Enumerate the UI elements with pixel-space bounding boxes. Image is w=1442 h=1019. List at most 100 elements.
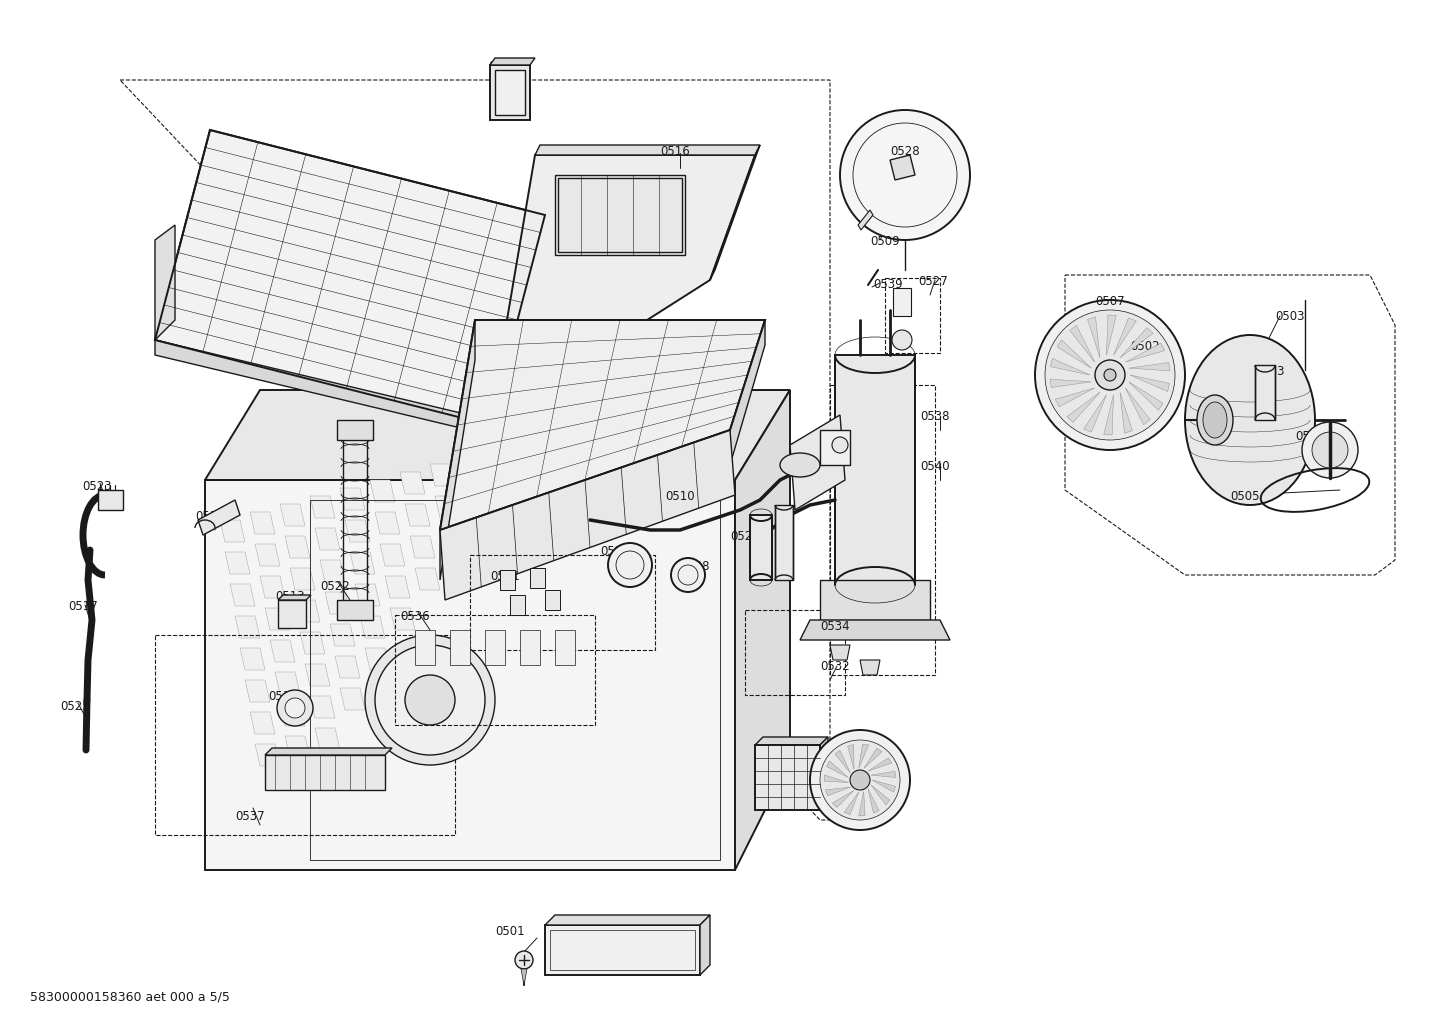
Text: 0532: 0532 — [820, 660, 849, 673]
Circle shape — [1302, 422, 1358, 478]
Polygon shape — [858, 210, 872, 230]
Polygon shape — [1131, 375, 1169, 391]
Polygon shape — [355, 584, 381, 606]
Polygon shape — [756, 737, 828, 745]
Polygon shape — [375, 512, 399, 534]
Text: 0510: 0510 — [665, 490, 695, 503]
Polygon shape — [330, 624, 355, 646]
Text: 0525: 0525 — [61, 700, 89, 713]
Text: 0519: 0519 — [620, 950, 650, 963]
Polygon shape — [245, 680, 270, 702]
Polygon shape — [255, 744, 280, 766]
Polygon shape — [296, 600, 320, 622]
Polygon shape — [825, 787, 851, 796]
Polygon shape — [1125, 388, 1151, 425]
Polygon shape — [345, 520, 371, 542]
Bar — [885, 278, 940, 353]
Text: 0504: 0504 — [1295, 430, 1325, 443]
Polygon shape — [154, 130, 545, 425]
Bar — [831, 385, 934, 675]
Ellipse shape — [780, 453, 820, 477]
Polygon shape — [823, 775, 848, 783]
Text: 0541: 0541 — [490, 570, 519, 583]
Polygon shape — [335, 656, 360, 678]
Polygon shape — [1113, 318, 1136, 356]
Polygon shape — [490, 155, 756, 420]
Polygon shape — [1067, 392, 1100, 422]
Circle shape — [515, 951, 534, 969]
Bar — [470, 555, 655, 650]
Text: 0518: 0518 — [268, 690, 297, 703]
Text: 0526: 0526 — [286, 760, 314, 773]
Bar — [154, 635, 456, 835]
Polygon shape — [864, 748, 883, 768]
Polygon shape — [265, 608, 290, 630]
Polygon shape — [385, 576, 410, 598]
Polygon shape — [1087, 317, 1100, 358]
Text: 0528: 0528 — [890, 145, 920, 158]
Bar — [395, 615, 596, 725]
Polygon shape — [365, 648, 389, 671]
Text: 0507: 0507 — [1094, 294, 1125, 308]
Circle shape — [820, 740, 900, 820]
Text: 0527: 0527 — [919, 275, 947, 288]
Polygon shape — [389, 608, 415, 630]
Bar — [1255, 365, 1275, 420]
Ellipse shape — [1203, 403, 1227, 438]
Polygon shape — [831, 645, 849, 660]
Text: 0524: 0524 — [600, 545, 630, 558]
Text: 0523: 0523 — [82, 480, 111, 493]
Polygon shape — [1129, 382, 1164, 411]
Bar — [820, 430, 849, 465]
Circle shape — [893, 330, 911, 350]
Polygon shape — [205, 390, 790, 480]
Polygon shape — [280, 704, 306, 726]
Polygon shape — [205, 480, 735, 870]
Polygon shape — [1050, 379, 1092, 387]
Polygon shape — [790, 415, 845, 510]
Circle shape — [375, 645, 485, 755]
Polygon shape — [249, 712, 275, 734]
Polygon shape — [1120, 328, 1154, 358]
Polygon shape — [1056, 388, 1094, 407]
Polygon shape — [699, 915, 709, 975]
Polygon shape — [820, 737, 828, 810]
Polygon shape — [440, 320, 474, 580]
Polygon shape — [290, 568, 314, 590]
Bar — [545, 925, 699, 975]
Circle shape — [365, 635, 495, 765]
Bar — [835, 355, 916, 585]
Bar — [278, 600, 306, 628]
Ellipse shape — [1197, 395, 1233, 445]
Polygon shape — [231, 584, 255, 606]
Circle shape — [1094, 360, 1125, 390]
Polygon shape — [399, 472, 425, 494]
Text: 0514: 0514 — [195, 510, 225, 523]
Bar — [337, 600, 373, 620]
Polygon shape — [239, 648, 265, 671]
Polygon shape — [1070, 325, 1094, 362]
Polygon shape — [430, 464, 456, 486]
Polygon shape — [235, 616, 260, 638]
Bar — [531, 568, 545, 588]
Text: 0517: 0517 — [68, 600, 98, 613]
Bar — [337, 420, 373, 440]
Bar — [756, 745, 820, 810]
Text: 0515: 0515 — [487, 60, 518, 73]
Polygon shape — [868, 758, 891, 771]
Circle shape — [841, 110, 970, 240]
Polygon shape — [324, 592, 350, 614]
Text: 0534: 0534 — [820, 620, 849, 633]
Bar — [495, 70, 525, 115]
Polygon shape — [440, 430, 735, 600]
Polygon shape — [350, 552, 375, 574]
Text: 0503: 0503 — [1275, 310, 1305, 323]
Polygon shape — [314, 728, 340, 750]
Polygon shape — [410, 536, 435, 558]
Polygon shape — [1129, 363, 1169, 371]
Polygon shape — [154, 225, 174, 340]
Polygon shape — [314, 528, 340, 550]
Text: 0522: 0522 — [320, 580, 350, 593]
Polygon shape — [275, 672, 300, 694]
Text: 0536: 0536 — [399, 610, 430, 623]
